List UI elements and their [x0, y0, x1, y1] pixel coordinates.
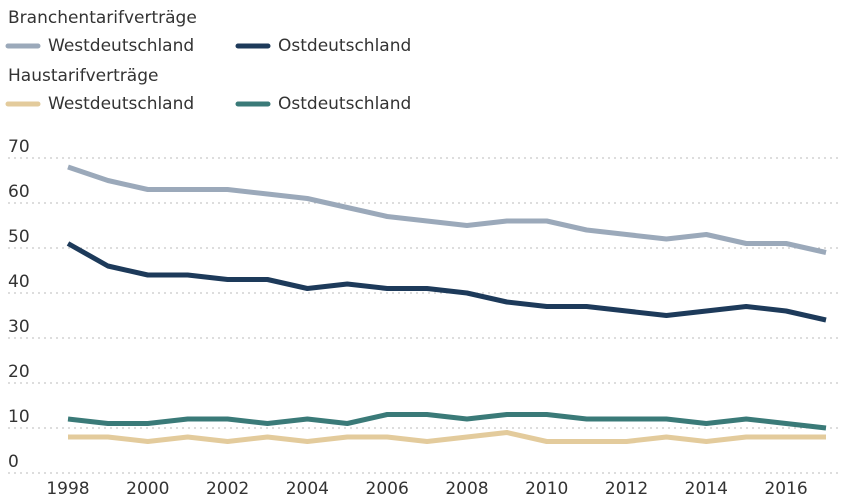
y-tick-label: 50	[8, 227, 30, 247]
legend-label: Westdeutschland	[48, 36, 194, 56]
x-tick-label: 2016	[764, 479, 807, 497]
legend-group-title: Haustarifverträge	[8, 66, 158, 86]
y-tick-label: 40	[8, 272, 30, 292]
x-tick-label: 2010	[525, 479, 568, 497]
legend-label: Westdeutschland	[48, 94, 194, 114]
series-line	[67, 412, 827, 431]
legend-label: Ostdeutschland	[278, 94, 411, 114]
x-tick-label: 1998	[46, 479, 89, 497]
x-tick-label: 2012	[605, 479, 648, 497]
x-tick-label: 2002	[206, 479, 249, 497]
series-line	[67, 164, 827, 255]
series-line	[68, 430, 826, 444]
y-tick-label: 30	[8, 317, 30, 337]
legend-label: Ostdeutschland	[278, 36, 411, 56]
y-tick-label: 60	[8, 182, 30, 202]
y-tick-label: 10	[8, 407, 30, 427]
y-tick-label: 20	[8, 362, 30, 382]
x-tick-label: 2000	[126, 479, 169, 497]
legend-group-title: Branchentarifverträge	[8, 8, 197, 28]
x-tick-label: 2008	[445, 479, 488, 497]
y-tick-label: 70	[8, 137, 30, 157]
y-tick-label: 0	[8, 452, 19, 472]
series-line	[66, 241, 827, 323]
x-tick-label: 2004	[286, 479, 329, 497]
x-tick-label: 2014	[685, 479, 728, 497]
x-tick-label: 2006	[366, 479, 409, 497]
